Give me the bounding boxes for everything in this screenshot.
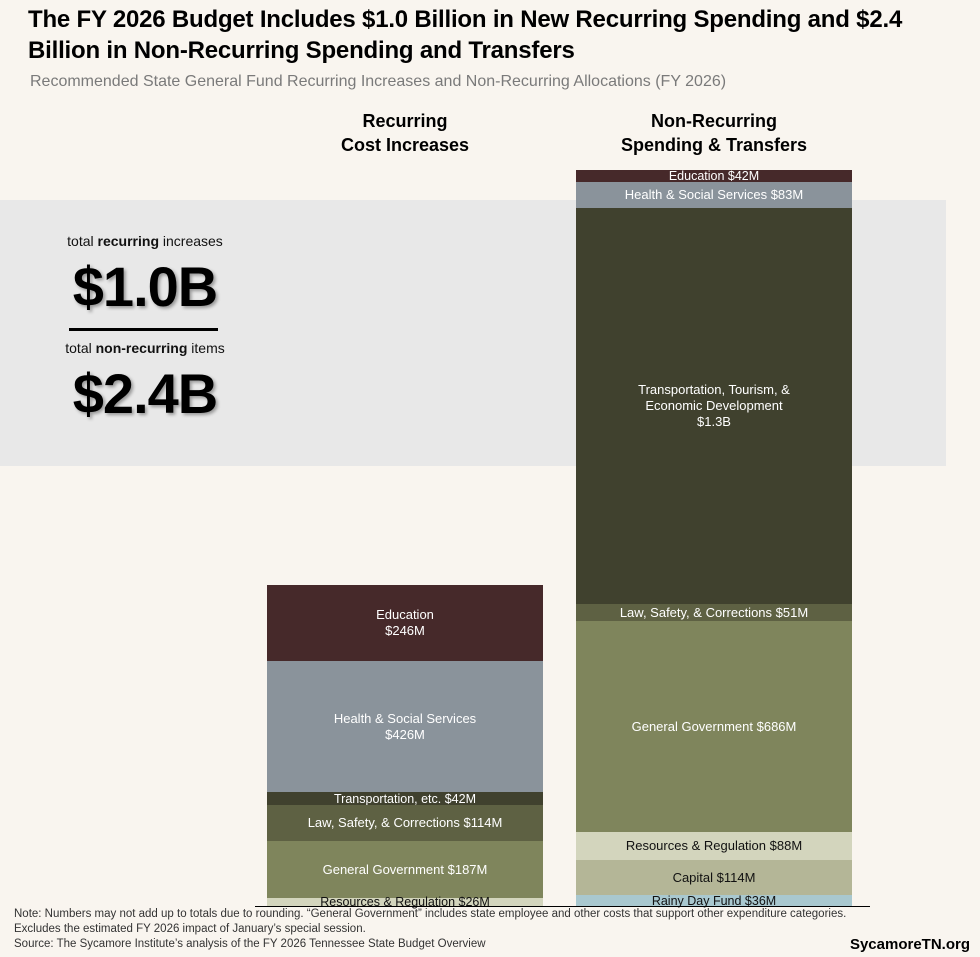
nonrecurring-header-line2: Spending & Transfers	[620, 135, 808, 155]
segment-label: Education	[376, 607, 434, 622]
bar-segment: Capital $114M	[576, 860, 852, 895]
bar-segment: Transportation, Tourism, & Economic Devel…	[576, 208, 852, 604]
recurring-column-header: Recurring Cost Increases	[305, 109, 505, 157]
segment-label: Resources & Regulation $26M	[320, 895, 490, 909]
chart-baseline	[255, 906, 870, 907]
segment-label: General Government $187M	[322, 861, 488, 877]
totals-divider	[69, 328, 218, 331]
recurring-total-value: $1.0B	[72, 255, 218, 318]
source-line: Source: The Sycamore Institute’s analysi…	[14, 938, 486, 950]
nonrecurring-header-line1: Non-Recurring	[651, 111, 777, 131]
segment-label: $1.3B	[697, 414, 731, 429]
chart-title: The FY 2026 Budget Includes $1.0 Billion…	[28, 6, 903, 64]
bar-segment: Law, Safety, & Corrections $51M	[576, 604, 852, 621]
note-line-1: Note: Numbers may not add up to totals d…	[14, 908, 847, 920]
segment-label: Law, Safety, & Corrections $114M	[307, 815, 503, 830]
recurring-header-line2: Cost Increases	[340, 135, 470, 155]
segment-label: Resources & Regulation $88M	[625, 838, 803, 853]
bar-segment: Health & Social Services $83M	[576, 182, 852, 208]
segment-label: Rainy Day Fund $36M	[651, 893, 777, 908]
segment-label: $246M	[385, 623, 425, 638]
bar-segment: General Government $187M	[267, 841, 543, 898]
bar-segment: Transportation, etc. $42M	[267, 791, 543, 806]
nonrecurring-total: total non-recurring items $2.4B	[30, 340, 260, 424]
chart-subtitle: Recommended State General Fund Recurring…	[30, 73, 727, 90]
bar-segment: General Government $686M	[576, 621, 852, 832]
bar-segment: Resources & Regulation $88M	[576, 832, 852, 860]
segment-label: Economic Development	[645, 398, 783, 413]
segment-label: Transportation, etc. $42M	[334, 791, 476, 806]
bar-segment: Resources & Regulation $26M	[267, 895, 543, 909]
segment-label: Capital $114M	[672, 869, 756, 885]
bar-segment: Health & Social Services $426M	[267, 661, 543, 792]
bar-segment: Education $246M	[267, 585, 543, 661]
segment-label: Transportation, Tourism, &	[638, 382, 790, 397]
bar-segment: Rainy Day Fund $36M	[576, 893, 852, 908]
recurring-total-label: total recurring increases	[67, 233, 223, 249]
segment-label: $426M	[385, 726, 425, 742]
note-line-2: Excludes the estimated FY 2026 impact of…	[14, 923, 366, 935]
nonrecurring-column-header: Non-Recurring Spending & Transfers	[584, 109, 844, 157]
segment-label: Law, Safety, & Corrections $51M	[619, 604, 809, 620]
recurring-header-line1: Recurring	[362, 111, 448, 131]
bar-segment: Education $42M	[576, 169, 852, 183]
segment-label: Education $42M	[668, 169, 760, 183]
segment-label: Health & Social Services $83M	[624, 187, 804, 202]
nonrecurring-total-label: total non-recurring items	[65, 340, 225, 356]
segment-label: General Government $686M	[631, 718, 797, 734]
brand-logo-text: SycamoreTN.org	[849, 936, 970, 953]
segment-label: Health & Social Services	[333, 710, 477, 726]
recurring-total: total recurring increases $1.0B	[30, 233, 260, 317]
nonrecurring-total-value: $2.4B	[72, 362, 218, 425]
footnote: Note: Numbers may not add up to totals d…	[14, 907, 846, 952]
bar-segment: Law, Safety, & Corrections $114M	[267, 805, 543, 841]
